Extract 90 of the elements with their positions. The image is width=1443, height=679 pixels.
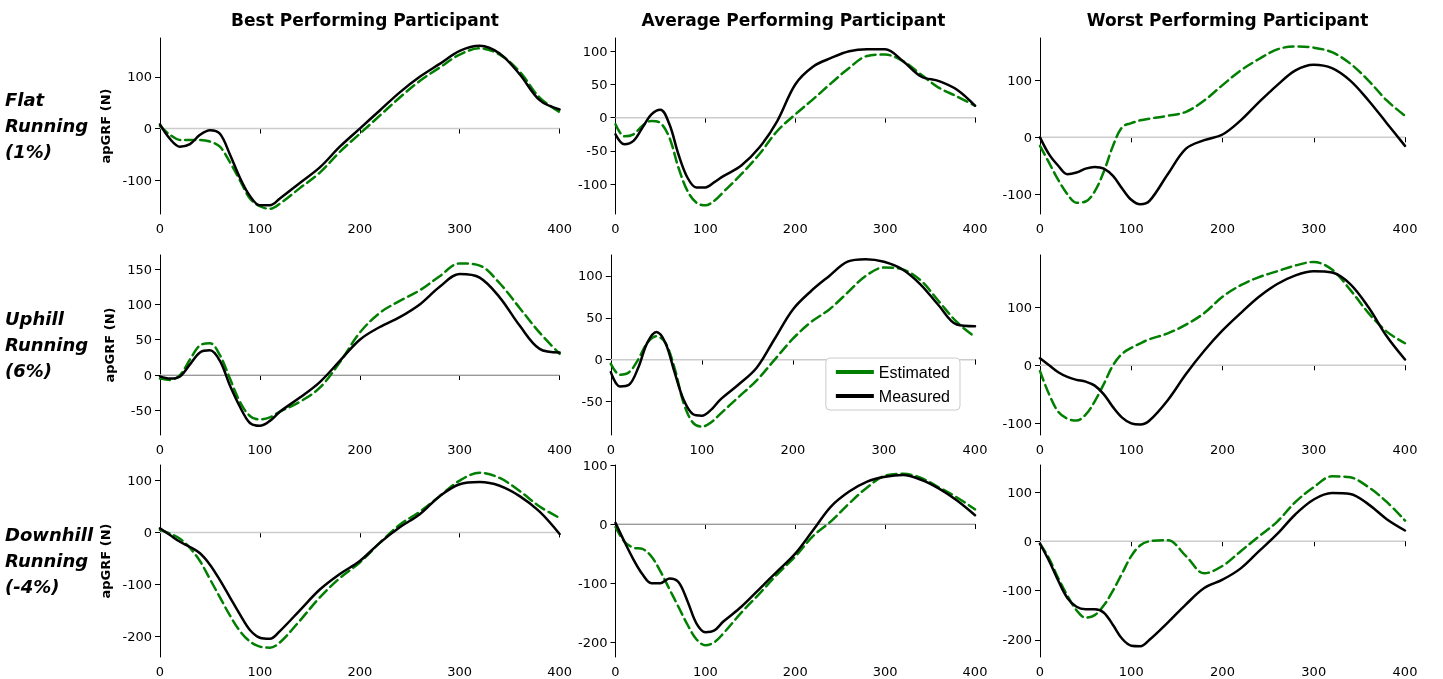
- x-tick-label: 300: [447, 221, 473, 236]
- x-tick-label: 400: [547, 442, 573, 457]
- x-tick-label: 400: [547, 221, 573, 236]
- y-tick-label: 50: [590, 76, 608, 92]
- x-tick-label: 300: [872, 664, 898, 679]
- x-tick-label: 300: [447, 664, 473, 679]
- x-tick-label: 400: [962, 442, 988, 457]
- x-tick-label: 200: [780, 442, 806, 457]
- y-tick-label: 100: [127, 69, 152, 85]
- x-tick-label: 200: [347, 442, 373, 457]
- y-tick-label: -100: [122, 576, 152, 592]
- y-tick-label: 100: [582, 457, 608, 473]
- y-tick-label: -100: [1002, 583, 1032, 599]
- y-tick-label: 100: [577, 268, 603, 284]
- chart-title: Best Performing Participant: [231, 9, 499, 30]
- y-tick-label: 100: [1007, 484, 1032, 500]
- y-tick-label: 0: [1023, 357, 1032, 373]
- x-tick-label: 200: [1210, 442, 1235, 457]
- y-axis-title: apGRF (N): [102, 307, 118, 383]
- x-tick-label: 400: [1392, 221, 1418, 236]
- y-tick-label: 150: [127, 261, 152, 277]
- x-tick-label: 400: [547, 664, 573, 679]
- x-tick-label: 300: [1301, 664, 1327, 679]
- y-tick-label: 0: [599, 110, 608, 126]
- text: Uphill Running (6%): [5, 307, 95, 381]
- y-tick-label: 100: [1007, 73, 1032, 89]
- y-axis-title: apGRF (N): [97, 88, 113, 164]
- x-tick-label: 100: [1118, 442, 1144, 457]
- x-tick-label: 300: [447, 442, 473, 457]
- x-tick-label: 200: [347, 221, 373, 236]
- x-tick-label: 0: [611, 664, 620, 679]
- x-tick-label: 300: [872, 221, 898, 236]
- y-tick-label: 100: [127, 296, 152, 312]
- x-tick-label: 0: [1035, 221, 1045, 236]
- x-tick-label: 100: [692, 664, 718, 679]
- y-tick-label: -200: [1002, 632, 1032, 648]
- x-tick-label: 100: [1118, 664, 1144, 679]
- legend-label: Estimated: [878, 363, 950, 381]
- y-tick-label: 50: [135, 332, 152, 348]
- y-tick-label: -100: [122, 172, 152, 188]
- chart-title: Average Performing Participant: [641, 9, 946, 30]
- y-tick-label: -50: [581, 394, 603, 410]
- x-tick-label: 400: [1392, 664, 1418, 679]
- y-tick-label: 0: [594, 352, 603, 368]
- x-tick-label: 100: [247, 442, 273, 457]
- y-tick-label: 50: [586, 310, 603, 326]
- x-tick-label: 100: [1118, 221, 1144, 236]
- x-tick-label: 200: [1210, 221, 1235, 236]
- x-tick-label: 300: [1301, 442, 1327, 457]
- x-tick-label: 0: [1035, 664, 1045, 679]
- x-tick-label: 200: [782, 664, 808, 679]
- legend-label: Measured: [878, 387, 951, 405]
- y-tick-label: -100: [1002, 415, 1032, 431]
- y-tick-label: 100: [127, 473, 152, 489]
- x-tick-label: 200: [782, 221, 808, 236]
- y-tick-label: -50: [130, 402, 152, 418]
- y-tick-label: -100: [577, 176, 608, 192]
- x-tick-label: 100: [247, 221, 273, 236]
- y-tick-label: 0: [143, 524, 152, 540]
- x-tick-label: 400: [962, 664, 988, 679]
- y-tick-label: 0: [1023, 129, 1032, 145]
- x-tick-label: 0: [155, 664, 165, 679]
- x-tick-label: 200: [347, 664, 373, 679]
- x-tick-label: 200: [1210, 664, 1235, 679]
- y-tick-label: 0: [1023, 533, 1032, 549]
- x-tick-label: 0: [1035, 442, 1045, 457]
- y-tick-label: 0: [599, 516, 608, 532]
- text: Downhill Running (-4%): [5, 523, 100, 597]
- x-tick-label: 100: [689, 442, 715, 457]
- x-tick-label: 0: [611, 221, 620, 236]
- text: Flat Running (1%): [5, 89, 95, 162]
- y-tick-label: 100: [1007, 299, 1032, 315]
- y-tick-label: -200: [577, 634, 608, 650]
- x-tick-label: 100: [247, 664, 273, 679]
- chart-title: Worst Performing Participant: [1086, 9, 1369, 30]
- x-tick-label: 100: [692, 221, 718, 236]
- y-axis-title: apGRF (N): [97, 523, 113, 599]
- x-tick-label: 0: [155, 221, 165, 236]
- x-tick-label: 400: [1392, 442, 1418, 457]
- y-tick-label: -100: [577, 575, 608, 591]
- y-tick-label: -200: [122, 628, 152, 644]
- y-tick-label: -100: [1002, 186, 1032, 202]
- x-tick-label: 0: [155, 442, 165, 457]
- x-tick-label: 400: [962, 221, 988, 236]
- x-tick-label: 300: [1301, 221, 1327, 236]
- y-tick-label: 0: [143, 121, 152, 137]
- x-tick-label: 300: [871, 442, 897, 457]
- y-tick-label: -50: [586, 143, 608, 159]
- y-tick-label: 0: [143, 367, 152, 383]
- y-tick-label: 100: [582, 43, 608, 59]
